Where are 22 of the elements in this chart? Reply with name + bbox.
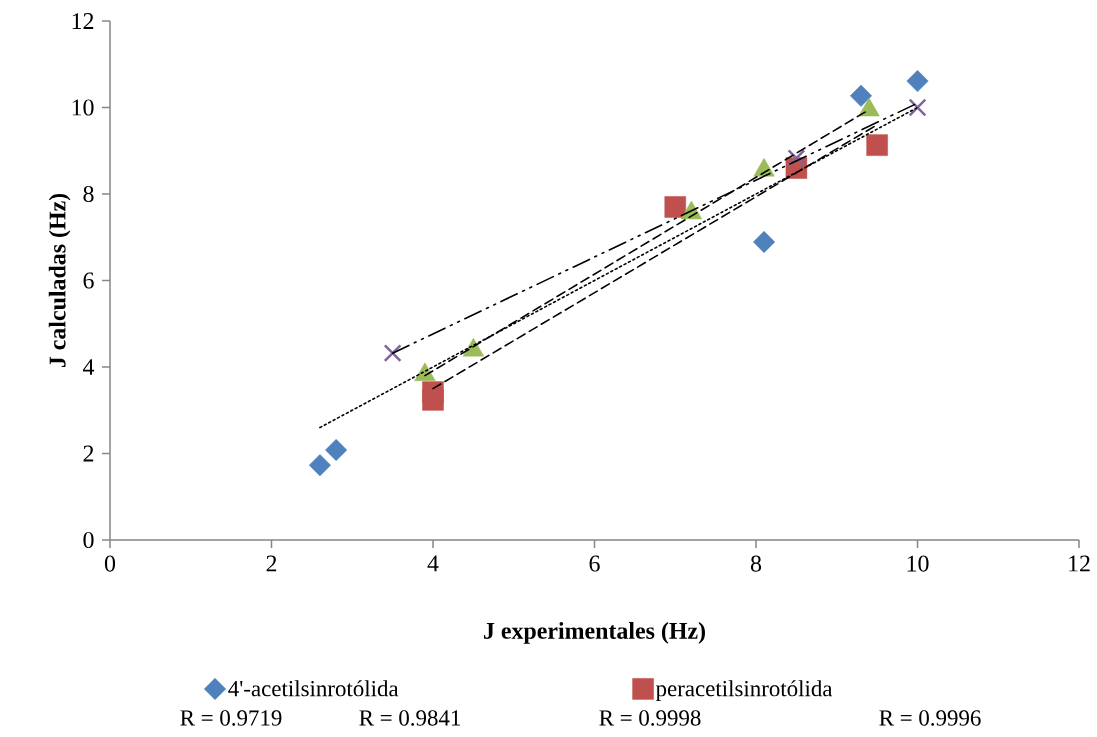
y-tick-label: 6 — [83, 272, 94, 289]
legend-label: 4'-acetilsinrotólida — [228, 680, 399, 697]
x-axis-title: J experimentales (Hz) — [484, 622, 705, 644]
y-tick-label: 2 — [83, 445, 94, 462]
text: R = 0.9719 — [180, 710, 282, 726]
x-tick-label: 12 — [1069, 555, 1090, 572]
y-tick-label: 10 — [72, 99, 94, 116]
y-tick-label: 8 — [83, 185, 94, 203]
text: R = 0.9998 — [599, 710, 701, 726]
y-tick-label: 0 — [83, 531, 94, 549]
x-tick-label: 6 — [589, 555, 600, 572]
y-tick-label: 4 — [83, 359, 95, 375]
y-axis-title: J calculadas (Hz) — [48, 193, 71, 368]
x-tick-label: 8 — [750, 555, 762, 572]
x-tick-label: 4 — [427, 555, 439, 572]
x-tick-label: 10 — [907, 555, 929, 572]
text: R = 0.9841 — [359, 710, 460, 726]
text: R = 0.9996 — [879, 710, 981, 726]
x-tick-label: 0 — [104, 555, 116, 572]
legend-label: peracetilsinrotólida — [655, 680, 833, 702]
y-tick-label: 12 — [72, 13, 94, 29]
x-tick-label: 2 — [266, 555, 277, 572]
